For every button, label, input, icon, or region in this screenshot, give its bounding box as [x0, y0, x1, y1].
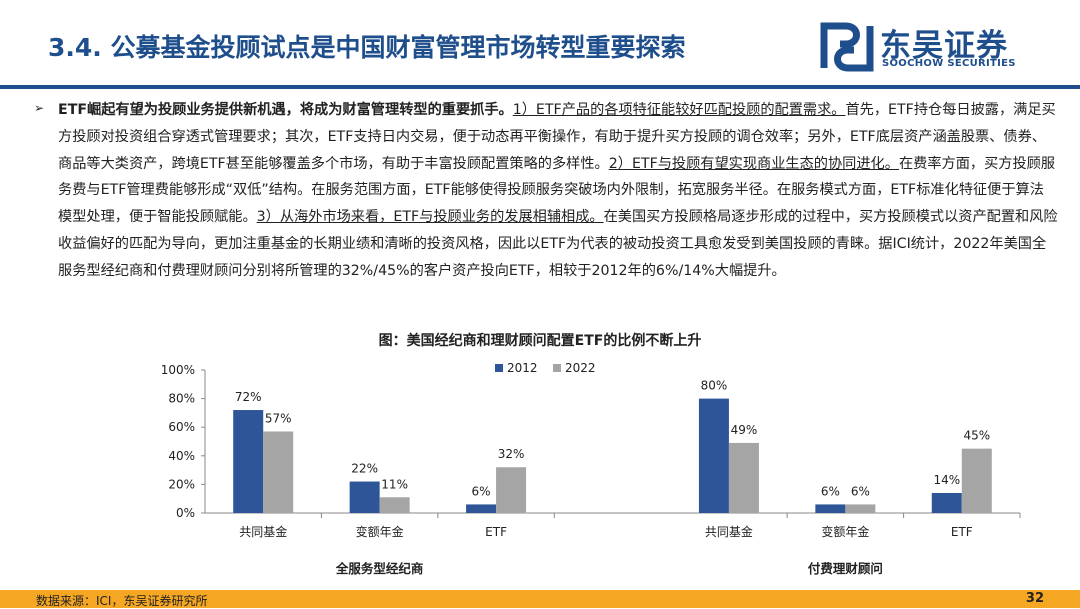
brand-name-en: SOOCHOW SECURITIES	[882, 58, 1016, 69]
x-tick-label: 变额年金	[356, 524, 404, 539]
legend-label: 2022	[565, 361, 596, 375]
data-label: 45%	[963, 429, 990, 443]
point-3-heading: 3）从海外市场来看，ETF与投顾业务的发展相辅相成。	[256, 209, 604, 226]
bar-2012	[349, 481, 380, 513]
point-1-text: 首先，ETF持仓每日披露，满足买方投顾对投资组合穿透式管理要求；其次，ETF支持…	[58, 102, 1056, 172]
data-label: 49%	[731, 423, 758, 437]
data-source: 数据来源：ICI，东吴证券研究所	[36, 594, 208, 608]
page-number: 32	[1025, 591, 1044, 606]
x-tick-label: 共同基金	[705, 524, 753, 539]
chart-title: 图：美国经纪商和理财顾问配置ETF的比例不断上升	[378, 333, 702, 349]
bar-2012	[815, 504, 846, 513]
y-tick-label: 20%	[168, 477, 195, 491]
bar-2022	[728, 442, 759, 513]
point-2-text: 在费率方面，买方投顾服务费与ETF管理费能够形成“双低”结构。在服务范围方面，E…	[58, 155, 1056, 226]
bar-2022	[379, 497, 410, 513]
x-tick-label: 共同基金	[239, 524, 287, 539]
y-tick-label: 80%	[168, 392, 195, 406]
bar-chart: 0% 20% 40% 60% 80% 100% 72%57% 共同基金 22%11% 变额年金 6%…	[161, 361, 1021, 576]
data-label: 6%	[851, 484, 870, 498]
bullet-icon: ➢	[34, 101, 45, 115]
y-tick-label: 60%	[168, 420, 195, 434]
data-label: 11%	[381, 477, 408, 491]
point-3-text: 在美国买方投顾格局逐步形成的过程中，买方投顾模式以资产配置和风险收益偏好的匹配为…	[58, 209, 1058, 279]
legend-swatch-2012	[495, 364, 503, 372]
group-label: 付费理财顾问	[808, 561, 883, 576]
x-tick-label: ETF	[485, 525, 507, 539]
data-label: 6%	[472, 484, 491, 498]
data-label: 80%	[701, 379, 728, 393]
legend-label: 2012	[507, 361, 538, 375]
bar-2022	[845, 504, 876, 513]
legend-swatch-2022	[553, 364, 561, 372]
brand-name: 东吴证券	[880, 28, 1008, 64]
data-label: 6%	[821, 484, 840, 498]
bar-2012	[931, 492, 962, 513]
header-divider	[0, 85, 1080, 89]
point-1-heading: 1）ETF产品的各项特征能较好匹配投顾的配置需求。	[512, 102, 846, 118]
soochow-logo-icon	[820, 22, 874, 72]
group-label: 全服务型经纪商	[335, 561, 424, 576]
x-tick-label: 变额年金	[821, 524, 869, 539]
bar-2022	[961, 448, 992, 513]
body-paragraph: ETF崛起有望为投顾业务提供新机遇，将成为财富管理转型的重要抓手。1）ETF产品…	[58, 97, 1058, 285]
footer-bar	[0, 590, 1080, 608]
bar-2012	[233, 410, 264, 513]
y-tick-label: 100%	[161, 363, 195, 377]
bar-2012	[698, 398, 729, 513]
x-tick-label: ETF	[951, 525, 973, 539]
point-2-heading: 2）ETF与投顾有望实现商业生态的协同进化。	[608, 155, 899, 172]
lead-text: ETF崛起有望为投顾业务提供新机遇，将成为财富管理转型的重要抓手。	[58, 102, 513, 118]
data-label: 72%	[235, 390, 262, 404]
data-label: 57%	[265, 411, 292, 425]
page-title: 3.4. 公募基金投顾试点是中国财富管理市场转型重要探索	[48, 33, 686, 62]
data-label: 14%	[933, 473, 960, 487]
y-tick-label: 40%	[168, 449, 195, 463]
data-label: 22%	[351, 462, 378, 476]
y-tick-label: 0%	[176, 506, 195, 520]
bar-2022	[496, 467, 527, 513]
bar-2012	[466, 504, 497, 513]
bar-2022	[263, 431, 294, 513]
data-label: 32%	[498, 447, 525, 461]
